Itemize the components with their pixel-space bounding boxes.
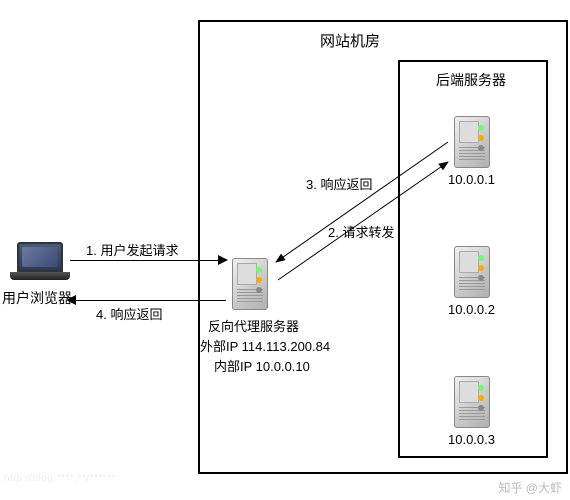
backend-server-icon <box>454 116 490 168</box>
proxy-ip2: 内部IP 10.0.0.10 <box>214 356 310 375</box>
backend-label: 10.0.0.3 <box>448 432 495 447</box>
backend-label: 10.0.0.2 <box>448 302 495 317</box>
datacenter-label: 网站机房 <box>320 30 380 51</box>
arrow-label: 3. 响应返回 <box>306 174 372 193</box>
laptop-icon <box>10 242 70 282</box>
arrow-request <box>70 260 222 261</box>
arrow-label: 1. 用户发起请求 <box>86 240 178 259</box>
arrow-label: 4. 响应返回 <box>96 304 162 323</box>
proxy-ip1: 外部IP 114.113.200.84 <box>200 336 330 355</box>
client-label: 用户浏览器 <box>2 288 72 308</box>
backend-server-icon <box>454 246 490 298</box>
proxy-title: 反向代理服务器 <box>208 316 299 335</box>
backend-server-icon <box>454 376 490 428</box>
backend-label: 10.0.0.1 <box>448 172 495 187</box>
arrow-request-head <box>218 255 228 265</box>
arrow-response-client-head <box>66 295 76 305</box>
arrow-label: 2. 请求转发 <box>328 222 394 241</box>
watermark: 知乎 @大虾 <box>498 479 562 496</box>
arrow-response-client <box>74 300 226 301</box>
backend-box-label: 后端服务器 <box>436 70 506 90</box>
proxy-server-icon <box>232 258 268 310</box>
faded-url: http://blog.****.**/****** <box>4 473 116 484</box>
